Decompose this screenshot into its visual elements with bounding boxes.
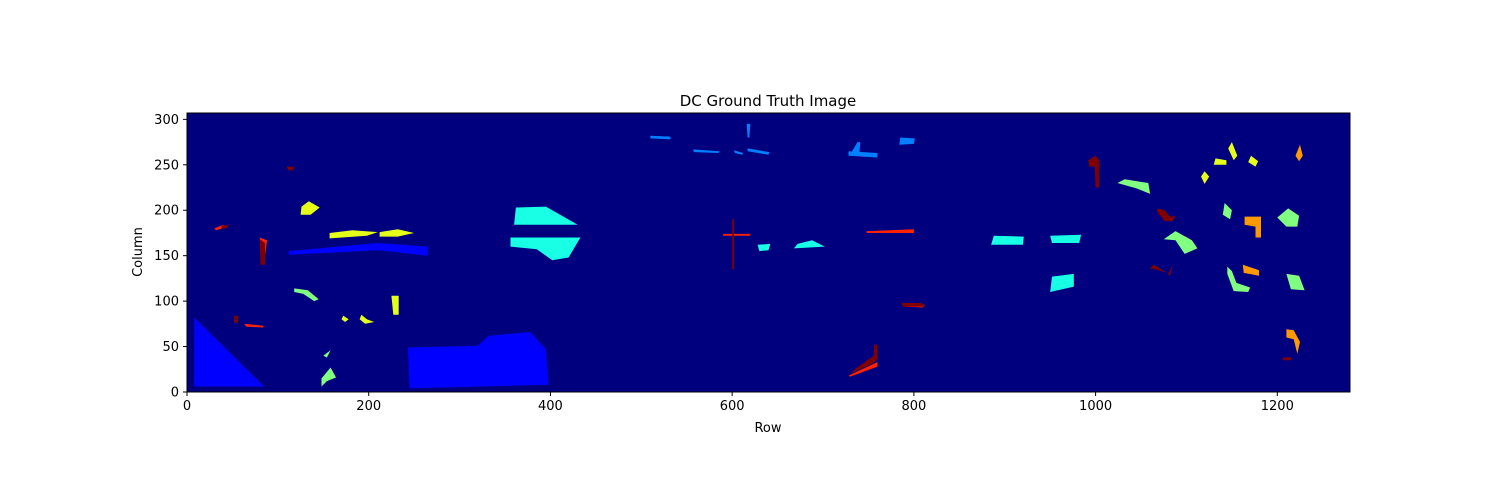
region-green-18 — [294, 288, 319, 302]
region-blue-0 — [194, 317, 265, 387]
region-dark-red-48 — [732, 219, 734, 270]
region-light-blue-15 — [848, 151, 878, 158]
y-tick-label-300: 300 — [154, 113, 179, 128]
region-green-24 — [1277, 208, 1300, 227]
region-dark-red-53 — [221, 224, 229, 229]
region-light-blue-10 — [650, 135, 671, 140]
region-light-blue-13 — [734, 150, 744, 155]
x-tick-label-1000: 1000 — [1079, 399, 1112, 414]
region-orange-37 — [1244, 216, 1261, 238]
x-axis-label: Row — [754, 421, 781, 436]
image-background — [187, 113, 1350, 392]
region-light-blue-14 — [746, 123, 751, 138]
region-dark-red-51 — [901, 302, 925, 307]
region-yellow-36 — [1248, 155, 1259, 167]
region-green-26 — [1286, 273, 1305, 291]
region-cyan-5 — [991, 235, 1024, 245]
x-tick-label-400: 400 — [538, 399, 563, 414]
region-light-blue-16 — [852, 142, 861, 154]
region-yellow-35 — [1228, 142, 1238, 161]
region-cyan-8 — [793, 240, 825, 249]
y-tick-label-200: 200 — [154, 204, 179, 219]
plot-frame — [186, 112, 1351, 393]
region-dark-red-50 — [848, 344, 878, 376]
region-light-blue-12 — [747, 148, 770, 155]
region-dark-red-58 — [1282, 357, 1292, 361]
y-tick-label-150: 150 — [154, 249, 179, 264]
region-yellow-32 — [359, 314, 375, 324]
region-orange-39 — [1286, 329, 1300, 354]
region-red-47 — [244, 323, 264, 328]
region-orange-40 — [1295, 144, 1303, 162]
plot-area — [186, 112, 1351, 393]
region-dark-red-54 — [234, 315, 238, 323]
region-cyan-6 — [1050, 234, 1082, 243]
region-orange-38 — [1242, 264, 1260, 276]
y-tick-label-100: 100 — [154, 295, 179, 310]
region-light-blue-17 — [899, 137, 915, 145]
region-red-44 — [848, 362, 878, 377]
x-tick-label-200: 200 — [356, 399, 381, 414]
region-cyan-4 — [510, 237, 581, 261]
x-axis: 0 200 400 600 800 1000 1200 — [183, 392, 1294, 414]
region-cyan-7 — [1050, 273, 1074, 292]
y-axis-label: Column — [131, 227, 146, 277]
region-yellow-29 — [379, 229, 415, 237]
region-yellow-28 — [329, 230, 378, 239]
region-blue-1 — [407, 332, 549, 389]
y-tick-label-0: 0 — [171, 386, 179, 401]
x-tick-label-600: 600 — [720, 399, 745, 414]
region-yellow-33 — [1213, 158, 1227, 165]
region-cyan-9 — [757, 243, 771, 252]
region-blue-2 — [288, 243, 428, 256]
y-axis: 0 50 100 150 200 250 300 — [154, 113, 187, 401]
region-green-22 — [1163, 231, 1198, 254]
region-dark-red-52 — [286, 166, 295, 171]
region-red-41 — [723, 233, 751, 236]
region-green-23 — [1222, 203, 1232, 220]
region-yellow-31 — [341, 315, 349, 322]
y-tick-label-50: 50 — [162, 340, 179, 355]
x-tick-label-800: 800 — [901, 399, 926, 414]
region-yellow-27 — [300, 201, 320, 215]
region-light-blue-11 — [693, 149, 720, 153]
y-tick-label-250: 250 — [154, 158, 179, 173]
region-red-42 — [866, 229, 914, 233]
x-tick-label-1200: 1200 — [1261, 399, 1294, 414]
x-tick-label-0: 0 — [183, 399, 191, 414]
region-dark-red-49 — [259, 239, 266, 265]
region-green-20 — [321, 367, 336, 387]
region-green-21 — [1117, 179, 1151, 194]
region-dark-red-57 — [1150, 264, 1173, 276]
chart-title: DC Ground Truth Image — [680, 92, 857, 110]
region-green-19 — [323, 350, 331, 358]
region-yellow-30 — [391, 295, 399, 315]
region-dark-red-56 — [1157, 208, 1176, 222]
region-dark-red-55 — [1088, 155, 1100, 188]
region-yellow-34 — [1201, 171, 1210, 184]
region-cyan-3 — [514, 206, 578, 225]
region-green-25 — [1227, 266, 1251, 292]
